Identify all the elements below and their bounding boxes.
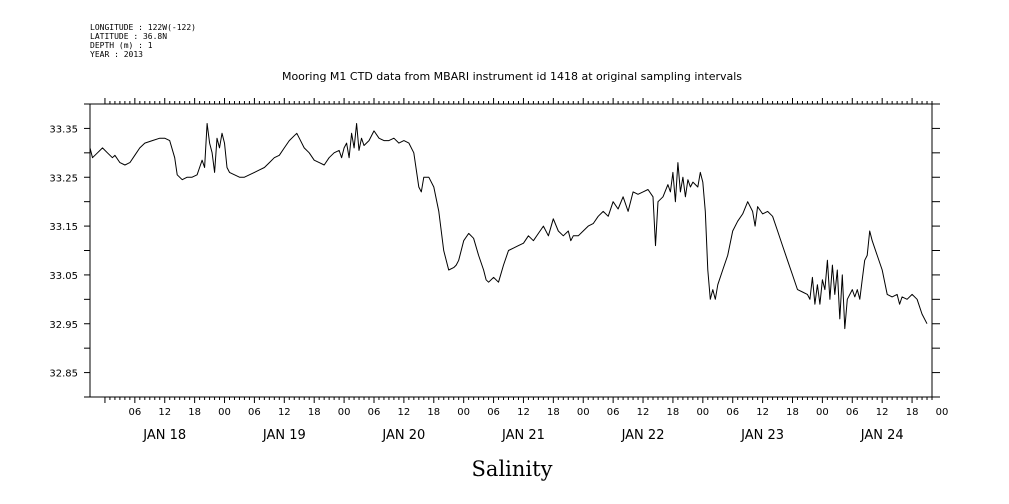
- y-tick-label: 33.35: [49, 124, 78, 135]
- y-tick-label: 32.95: [49, 320, 78, 331]
- x-axis-hour-labels: 06 12 18 00 06 12 18 00 06 12 18 00 06 12 18 00 06 12 18 00…: [128, 407, 948, 418]
- x-hour-label: 12: [517, 407, 530, 418]
- x-day-label: JAN 21: [501, 428, 545, 443]
- x-hour-label: 18: [188, 407, 201, 418]
- meta-depth: DEPTH (m) : 1: [90, 41, 153, 50]
- x-day-label: JAN 18: [142, 428, 186, 443]
- y-tick-label: 33.15: [49, 222, 78, 233]
- x-hour-label: 06: [368, 407, 381, 418]
- x-hour-label: 18: [427, 407, 440, 418]
- meta-latitude: LATITUDE : 36.8N: [90, 32, 167, 41]
- meta-longitude: LONGITUDE : 122W(-122): [90, 23, 196, 32]
- x-hour-label: 06: [248, 407, 261, 418]
- x-hour-label: 00: [936, 407, 949, 418]
- x-hour-label: 18: [786, 407, 799, 418]
- x-hour-label: 00: [696, 407, 709, 418]
- x-hour-label: 12: [278, 407, 291, 418]
- x-hour-label: 12: [876, 407, 889, 418]
- x-hour-label: 12: [398, 407, 411, 418]
- axis-ticks: [84, 98, 940, 403]
- x-hour-label: 06: [726, 407, 739, 418]
- x-hour-label: 00: [338, 407, 351, 418]
- x-hour-label: 18: [667, 407, 680, 418]
- x-day-label: JAN 20: [381, 428, 425, 443]
- x-axis-day-labels: JAN 18 JAN 19 JAN 20 JAN 21 JAN 22 JAN 23 JAN …: [142, 428, 903, 443]
- y-tick-label: 33.25: [49, 173, 78, 184]
- x-day-label: JAN 24: [860, 428, 904, 443]
- series-group: [89, 123, 928, 330]
- series-line: [89, 123, 928, 330]
- x-hour-label: 12: [756, 407, 769, 418]
- y-tick-label: 32.85: [49, 369, 78, 380]
- y-axis-labels: 32.85 32.95 33.05 33.15 33.25 33.35: [49, 124, 78, 379]
- x-day-label: JAN 19: [262, 428, 306, 443]
- x-hour-label: 00: [577, 407, 590, 418]
- x-hour-label: 00: [218, 407, 231, 418]
- x-hour-label: 06: [607, 407, 620, 418]
- x-hour-label: 06: [487, 407, 500, 418]
- x-axis-label: Salinity: [472, 457, 553, 481]
- x-hour-label: 06: [846, 407, 859, 418]
- x-hour-label: 12: [637, 407, 650, 418]
- y-tick-label: 33.05: [49, 271, 78, 282]
- meta-year: YEAR : 2013: [90, 50, 143, 59]
- x-day-label: JAN 22: [621, 428, 665, 443]
- x-hour-label: 00: [457, 407, 470, 418]
- chart-title: Mooring M1 CTD data from MBARI instrumen…: [282, 70, 742, 83]
- x-hour-label: 00: [816, 407, 829, 418]
- x-day-label: JAN 23: [740, 428, 784, 443]
- x-hour-label: 18: [547, 407, 560, 418]
- x-hour-label: 18: [308, 407, 321, 418]
- x-hour-label: 18: [906, 407, 919, 418]
- x-hour-label: 06: [128, 407, 141, 418]
- metadata-block: LONGITUDE : 122W(-122) LATITUDE : 36.8N …: [90, 23, 196, 59]
- x-hour-label: 12: [158, 407, 171, 418]
